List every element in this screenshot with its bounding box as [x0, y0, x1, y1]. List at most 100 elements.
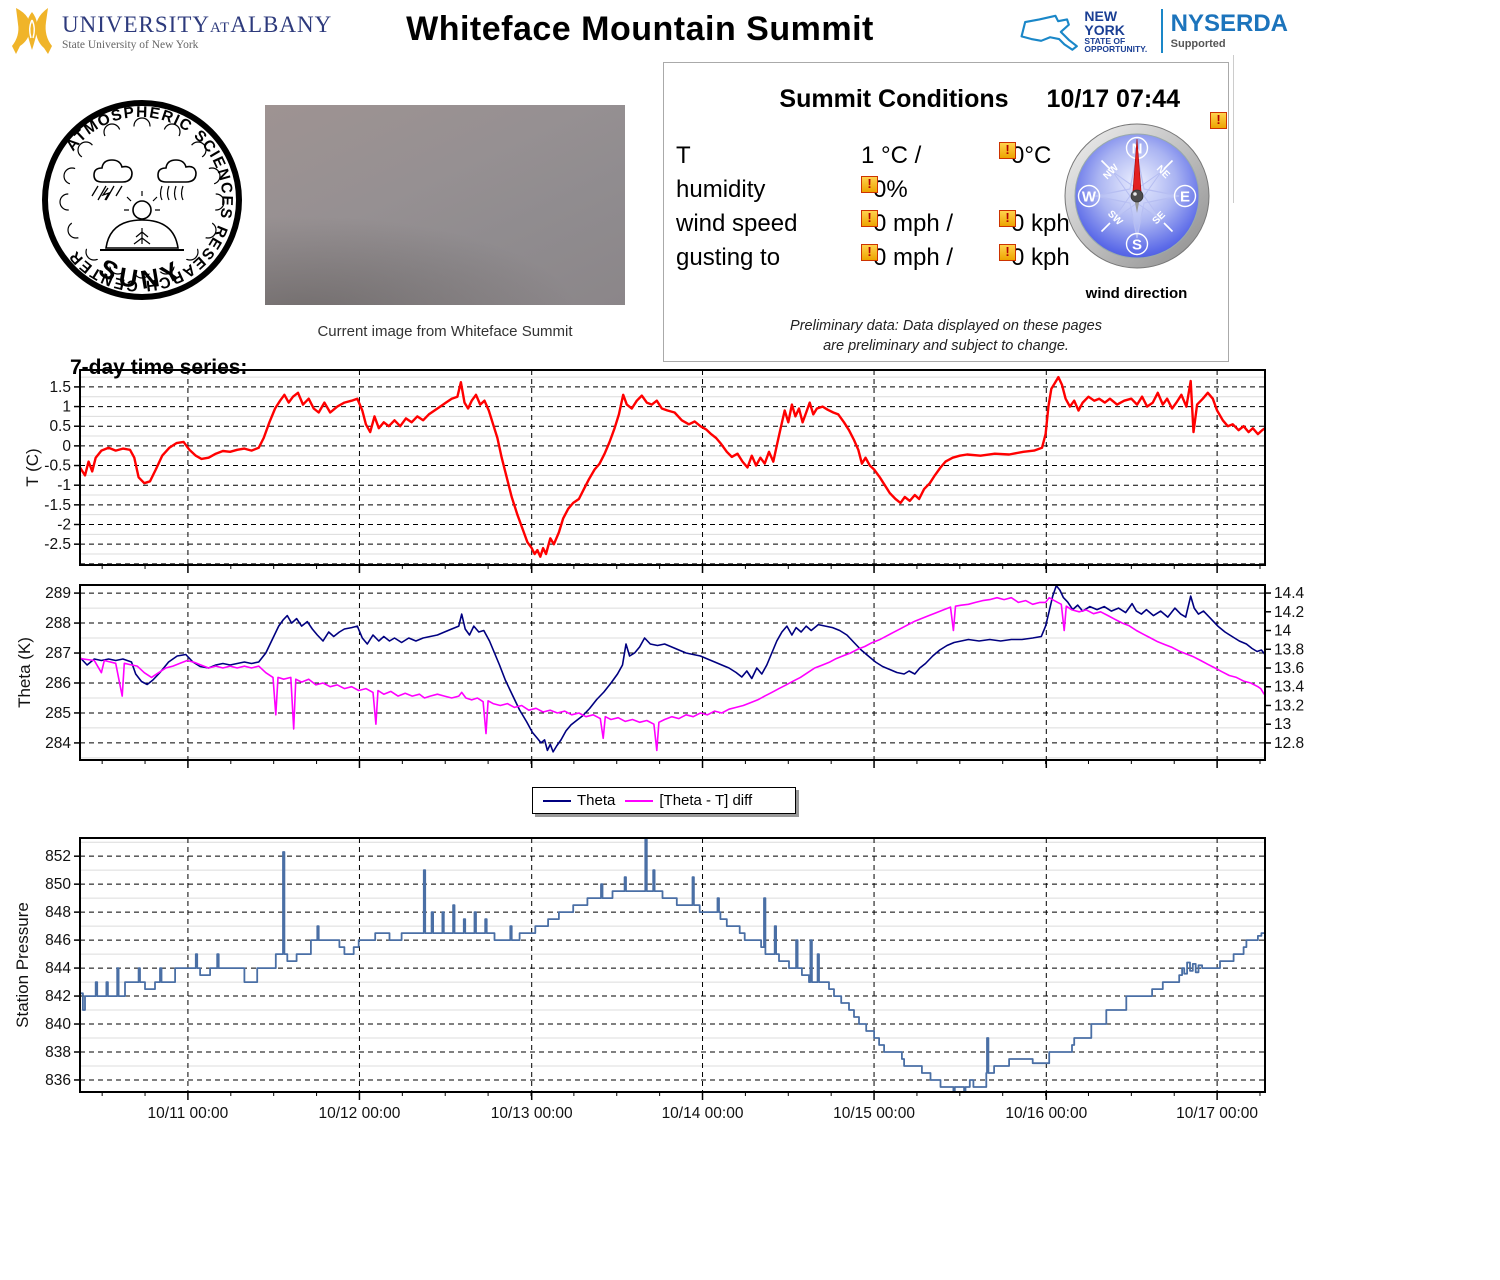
- conditions-row-label: wind speed: [676, 210, 798, 237]
- theta-chart: 284 285 286 287 288 289 12.8 13 13.213.4 13.6 13.8…: [15, 584, 1305, 768]
- y-tick-label: 850: [45, 876, 71, 893]
- y2-tick-label: 13: [1274, 716, 1291, 733]
- ny-state-line2: STATE OF: [1084, 35, 1126, 46]
- y2-tick-label: 13.6: [1274, 660, 1304, 677]
- legend-swatch: [625, 799, 654, 802]
- page-title: Whiteface Mountain Summit: [406, 10, 874, 48]
- svg-text:S: S: [1132, 237, 1142, 254]
- ny-state-wordmark: NEW YORK STATE OF OPPORTUNITY.: [1084, 9, 1152, 54]
- temperature-chart: -2.5 -2 -1.5 -1 -0.5 0 0.5 1 1.5 T (C): [23, 369, 1266, 573]
- conditions-row-value: 1 °C /: [861, 142, 922, 169]
- conditions-row-label: humidity: [676, 176, 766, 203]
- y-tick-label: -0.5: [44, 458, 71, 475]
- warning-icon: !: [999, 244, 1016, 261]
- y-tick-label: 0: [62, 438, 71, 455]
- conditions-row-value: !0 kph: [999, 210, 1070, 238]
- svg-text:E: E: [1180, 189, 1190, 206]
- ualbany-name-city: ALBANY: [230, 12, 333, 37]
- wind-direction-label: wind direction: [1085, 285, 1188, 302]
- y-tick-label: -1.5: [44, 497, 71, 514]
- warning-icon: !: [999, 142, 1016, 159]
- ualbany-logo-text: UNIVERSITYATALBANY: [62, 12, 332, 38]
- y-tick-label: 289: [45, 585, 71, 602]
- legend-item: Theta: [543, 792, 615, 809]
- y-tick-label: 1.5: [49, 379, 71, 396]
- conditions-row-wind-speed: wind speed !0 mph / !0 kph: [676, 207, 1076, 241]
- ualbany-logo: UNIVERSITYATALBANY State University of N…: [10, 6, 340, 62]
- y2-tick-label: 12.8: [1274, 735, 1304, 752]
- summit-conditions-panel: Summit Conditions 10/17 07:44 T 1 °C / !0°…: [663, 62, 1229, 362]
- conditions-timestamp: 10/17 07:44: [1046, 85, 1180, 113]
- y-tick-label: 1: [62, 399, 71, 416]
- conditions-row-value: !0 mph /: [861, 244, 999, 272]
- warning-icon: !: [861, 176, 878, 193]
- y-tick-label: 842: [45, 988, 71, 1005]
- series-station-pressure: [80, 838, 1265, 1092]
- theta-chart-legend: Theta [Theta - T] diff: [532, 787, 796, 814]
- legend-label: Theta: [577, 792, 616, 809]
- y-axis-title: T (C): [23, 448, 42, 486]
- y-tick-label: 852: [45, 848, 71, 865]
- warning-icon: !: [1210, 112, 1227, 129]
- conditions-title: Summit Conditions: [779, 85, 1009, 113]
- y-tick-label: 285: [45, 705, 71, 722]
- compass-icon: N E S W NW NE SW SE: [1064, 123, 1210, 269]
- conditions-row-value: !0°C: [999, 142, 1051, 170]
- y-tick-label: -2.5: [44, 536, 71, 553]
- y-tick-label: -1: [57, 477, 71, 494]
- warning-icon: !: [861, 210, 878, 227]
- ny-state-line1: NEW YORK: [1084, 7, 1125, 38]
- time-series-section-title: 7-day time series:: [70, 356, 248, 379]
- warning-icon: !: [999, 210, 1016, 227]
- legend-swatch: [543, 799, 571, 802]
- series-t: [80, 375, 1265, 558]
- y2-tick-label: 14.4: [1274, 585, 1305, 602]
- wind-direction-compass: N E S W NW NE SW SE: [1062, 121, 1212, 271]
- conditions-row-value: !0 mph /: [861, 210, 999, 238]
- y-tick-label: 287: [45, 645, 71, 662]
- ualbany-logo-subtitle: State University of New York: [62, 39, 199, 51]
- x-tick-label: 10/12 00:00: [319, 1105, 401, 1122]
- conditions-row-humidity: humidity !0%: [676, 173, 1076, 207]
- x-tick-label: 10/17 00:00: [1176, 1105, 1258, 1122]
- legend-item: [Theta - T] diff: [625, 792, 752, 809]
- summit-webcam-image: [265, 105, 625, 305]
- preliminary-data-disclaimer: Preliminary data: Data displayed on thes…: [790, 318, 1102, 354]
- series-theta: [80, 585, 1265, 753]
- nyserda-logo: NEW YORK STATE OF OPPORTUNITY. NYSERDA S…: [1018, 2, 1288, 60]
- x-tick-label: 10/11 00:00: [148, 1105, 229, 1122]
- station-pressure-chart: 836 838 840 842 844 846 848 850 852 10/11 00:00 10…: [13, 837, 1266, 1122]
- conditions-row-gusting-to: gusting to !0 mph / !0 kph: [676, 241, 1076, 275]
- y-tick-label: 288: [45, 615, 71, 632]
- y-tick-label: 0.5: [49, 418, 71, 435]
- conditions-row-T: T 1 °C / !0°C: [676, 139, 1076, 173]
- y-tick-label: 286: [45, 675, 71, 692]
- y-tick-label: 284: [45, 735, 71, 752]
- compass-hub: [1130, 189, 1144, 203]
- y-tick-label: 838: [45, 1044, 71, 1061]
- ny-state-line3: OPPORTUNITY.: [1084, 44, 1148, 54]
- y2-tick-label: 13.2: [1274, 697, 1304, 714]
- x-tick-label: 10/16 00:00: [1005, 1105, 1087, 1122]
- y2-tick-label: 14: [1274, 623, 1292, 640]
- svg-text:W: W: [1082, 189, 1097, 206]
- legend-label: [Theta - T] diff: [659, 792, 753, 809]
- vertical-divider-line: [1233, 55, 1234, 203]
- conditions-row-label: T: [676, 142, 691, 169]
- conditions-rows: T 1 °C / !0°C humidity !0% wind speed !0 mph /…: [676, 139, 1076, 275]
- ualbany-logo-icon: [12, 8, 52, 54]
- conditions-row-label: gusting to: [676, 244, 781, 271]
- y-tick-label: 844: [45, 960, 71, 977]
- y-axis-title: Theta (K): [15, 637, 34, 708]
- y-tick-label: 836: [45, 1072, 71, 1089]
- plot-border: [79, 369, 1266, 566]
- webcam-caption: Current image from Whiteface Summit: [317, 323, 573, 340]
- plot-border: [79, 837, 1266, 1093]
- asrc-logo: ATMOSPHERIC SCIENCES RESEARCH CENTER SUN…: [42, 100, 242, 300]
- y2-tick-label: 13.4: [1274, 679, 1305, 696]
- y-tick-label: 848: [45, 904, 71, 921]
- nyserda-supported-label: Supported: [1170, 38, 1226, 50]
- conditions-row-value: !0%: [861, 176, 999, 204]
- nyserda-wordmark: NYSERDA: [1170, 10, 1288, 37]
